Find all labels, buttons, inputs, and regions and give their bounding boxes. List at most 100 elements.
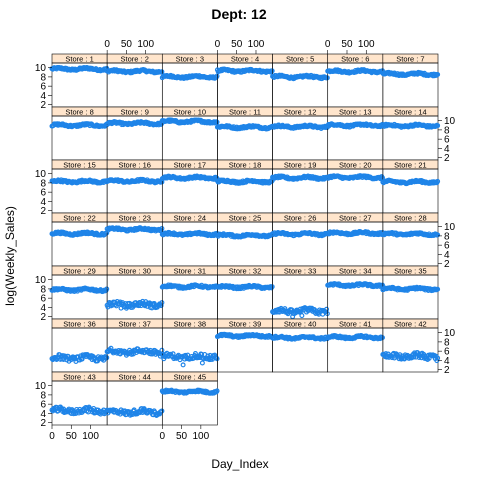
y-tick-label: 2 <box>444 153 450 164</box>
series-points <box>270 305 330 320</box>
series-points <box>104 67 165 76</box>
y-tick-label: 4 <box>40 91 46 102</box>
series-points <box>214 123 275 132</box>
series-points <box>380 177 441 187</box>
data-point <box>379 335 385 341</box>
panel-strip-label: Store : 42 <box>394 319 427 328</box>
panel-strip-label: Store : 45 <box>174 372 207 381</box>
panel-strip-label: Store : 40 <box>284 319 317 328</box>
panel-strip-label: Store : 36 <box>63 319 96 328</box>
panel-store-16: Store : 16 <box>104 159 165 214</box>
series-points <box>104 345 165 359</box>
panel-strip-label: Store : 39 <box>229 319 262 328</box>
panel-store-24: Store : 24 <box>159 212 220 267</box>
y-tick-label: 6 <box>40 82 46 93</box>
panel-store-35: Store : 35 <box>380 265 441 320</box>
y-tick-label: 10 <box>35 63 47 74</box>
panel-strip-label: Store : 11 <box>229 107 261 116</box>
panel-frame <box>106 274 163 320</box>
panel-strip-label: Store : 34 <box>339 266 372 275</box>
series-points <box>214 331 275 340</box>
panel-frame <box>272 62 329 108</box>
panel-store-33: Store : 33 <box>270 265 330 320</box>
panel-store-22: Store : 22 <box>49 212 110 267</box>
data-point <box>199 351 205 357</box>
y-tick-label: 4 <box>444 144 450 155</box>
y-tick-label: 6 <box>444 347 450 358</box>
panel-strip-label: Store : 9 <box>121 107 149 116</box>
x-axis-title: Day_Index <box>211 457 268 471</box>
panel-store-45: Store : 45 0 50 100 <box>159 371 220 442</box>
panel-frame <box>106 380 163 426</box>
y-tick-label: 10 <box>444 222 456 233</box>
chart-title: Dept: 12 <box>211 6 266 22</box>
panel-store-11: Store : 11 <box>214 106 275 161</box>
y-tick-label: 8 <box>40 390 46 401</box>
panel-store-19: Store : 19 <box>270 159 330 214</box>
panel-strip-label: Store : 5 <box>286 54 314 63</box>
panel-store-8: Store : 8 <box>49 106 110 161</box>
data-point <box>214 356 220 362</box>
panel-strip-label: Store : 37 <box>118 319 151 328</box>
x-tick-label: 100 <box>137 39 154 50</box>
series-points <box>325 67 385 76</box>
y-tick-label: 10 <box>444 328 456 339</box>
panel-strip-label: Store : 6 <box>341 54 369 63</box>
data-point <box>435 286 441 292</box>
panel-store-3: Store : 3 <box>159 53 220 108</box>
panel-store-7: Store : 7 <box>380 53 441 108</box>
data-point <box>324 306 330 312</box>
panel-frame <box>382 62 439 108</box>
panel-store-34: Store : 34 <box>325 265 385 320</box>
panel-strip-label: Store : 21 <box>394 160 427 169</box>
panel-store-25: Store : 25 <box>214 212 275 267</box>
y-tick-label: 8 <box>444 125 450 136</box>
panel-store-17: Store : 17 <box>159 159 220 214</box>
x-tick-label: 50 <box>231 39 243 50</box>
panel-strip-label: Store : 2 <box>121 54 149 63</box>
x-tick-label: 0 <box>215 39 221 50</box>
x-tick-label: 50 <box>66 431 78 442</box>
series-points <box>380 350 441 364</box>
y-axis-title: log(Weekly_Sales) <box>3 206 17 306</box>
series-points <box>270 230 330 239</box>
data-point <box>104 65 110 71</box>
data-point <box>214 119 220 125</box>
y-tick-label: 4 <box>444 356 450 367</box>
series-points <box>49 285 110 295</box>
panel-strip-label: Store : 10 <box>174 107 207 116</box>
series-points <box>104 406 165 418</box>
y-tick-label: 6 <box>444 241 450 252</box>
panel-strip-label: Store : 1 <box>65 54 93 63</box>
panel-frame <box>327 221 384 267</box>
panel-strip-label: Store : 35 <box>394 266 427 275</box>
panel-store-12: Store : 12 <box>270 106 330 161</box>
panel-strip-label: Store : 44 <box>118 372 151 381</box>
y-tick-label: 10 <box>35 381 47 392</box>
panel-strip-label: Store : 23 <box>118 213 151 222</box>
series-points <box>49 229 110 238</box>
data-point <box>214 73 220 79</box>
y-tick-label: 8 <box>444 231 450 242</box>
y-tick-label: 4 <box>40 303 46 314</box>
panel-frame <box>161 380 218 426</box>
series-points <box>49 404 110 417</box>
series-points <box>159 387 220 396</box>
panel-strip-label: Store : 16 <box>118 160 151 169</box>
series-points <box>49 64 110 74</box>
series-points <box>159 72 220 82</box>
panel-store-36: Store : 36 <box>49 318 110 373</box>
panel-strip-label: Store : 7 <box>396 54 424 63</box>
series-points <box>104 176 165 186</box>
data-point <box>324 75 330 81</box>
panel-strip-label: Store : 33 <box>284 266 317 275</box>
panel-frame <box>217 221 273 267</box>
y-tick-label: 8 <box>40 284 46 295</box>
panel-strip-label: Store : 31 <box>174 266 207 275</box>
y-tick-label: 8 <box>40 72 46 83</box>
series-points <box>214 66 275 75</box>
panel-store-44: Store : 44 <box>104 371 165 426</box>
data-point <box>269 284 275 290</box>
